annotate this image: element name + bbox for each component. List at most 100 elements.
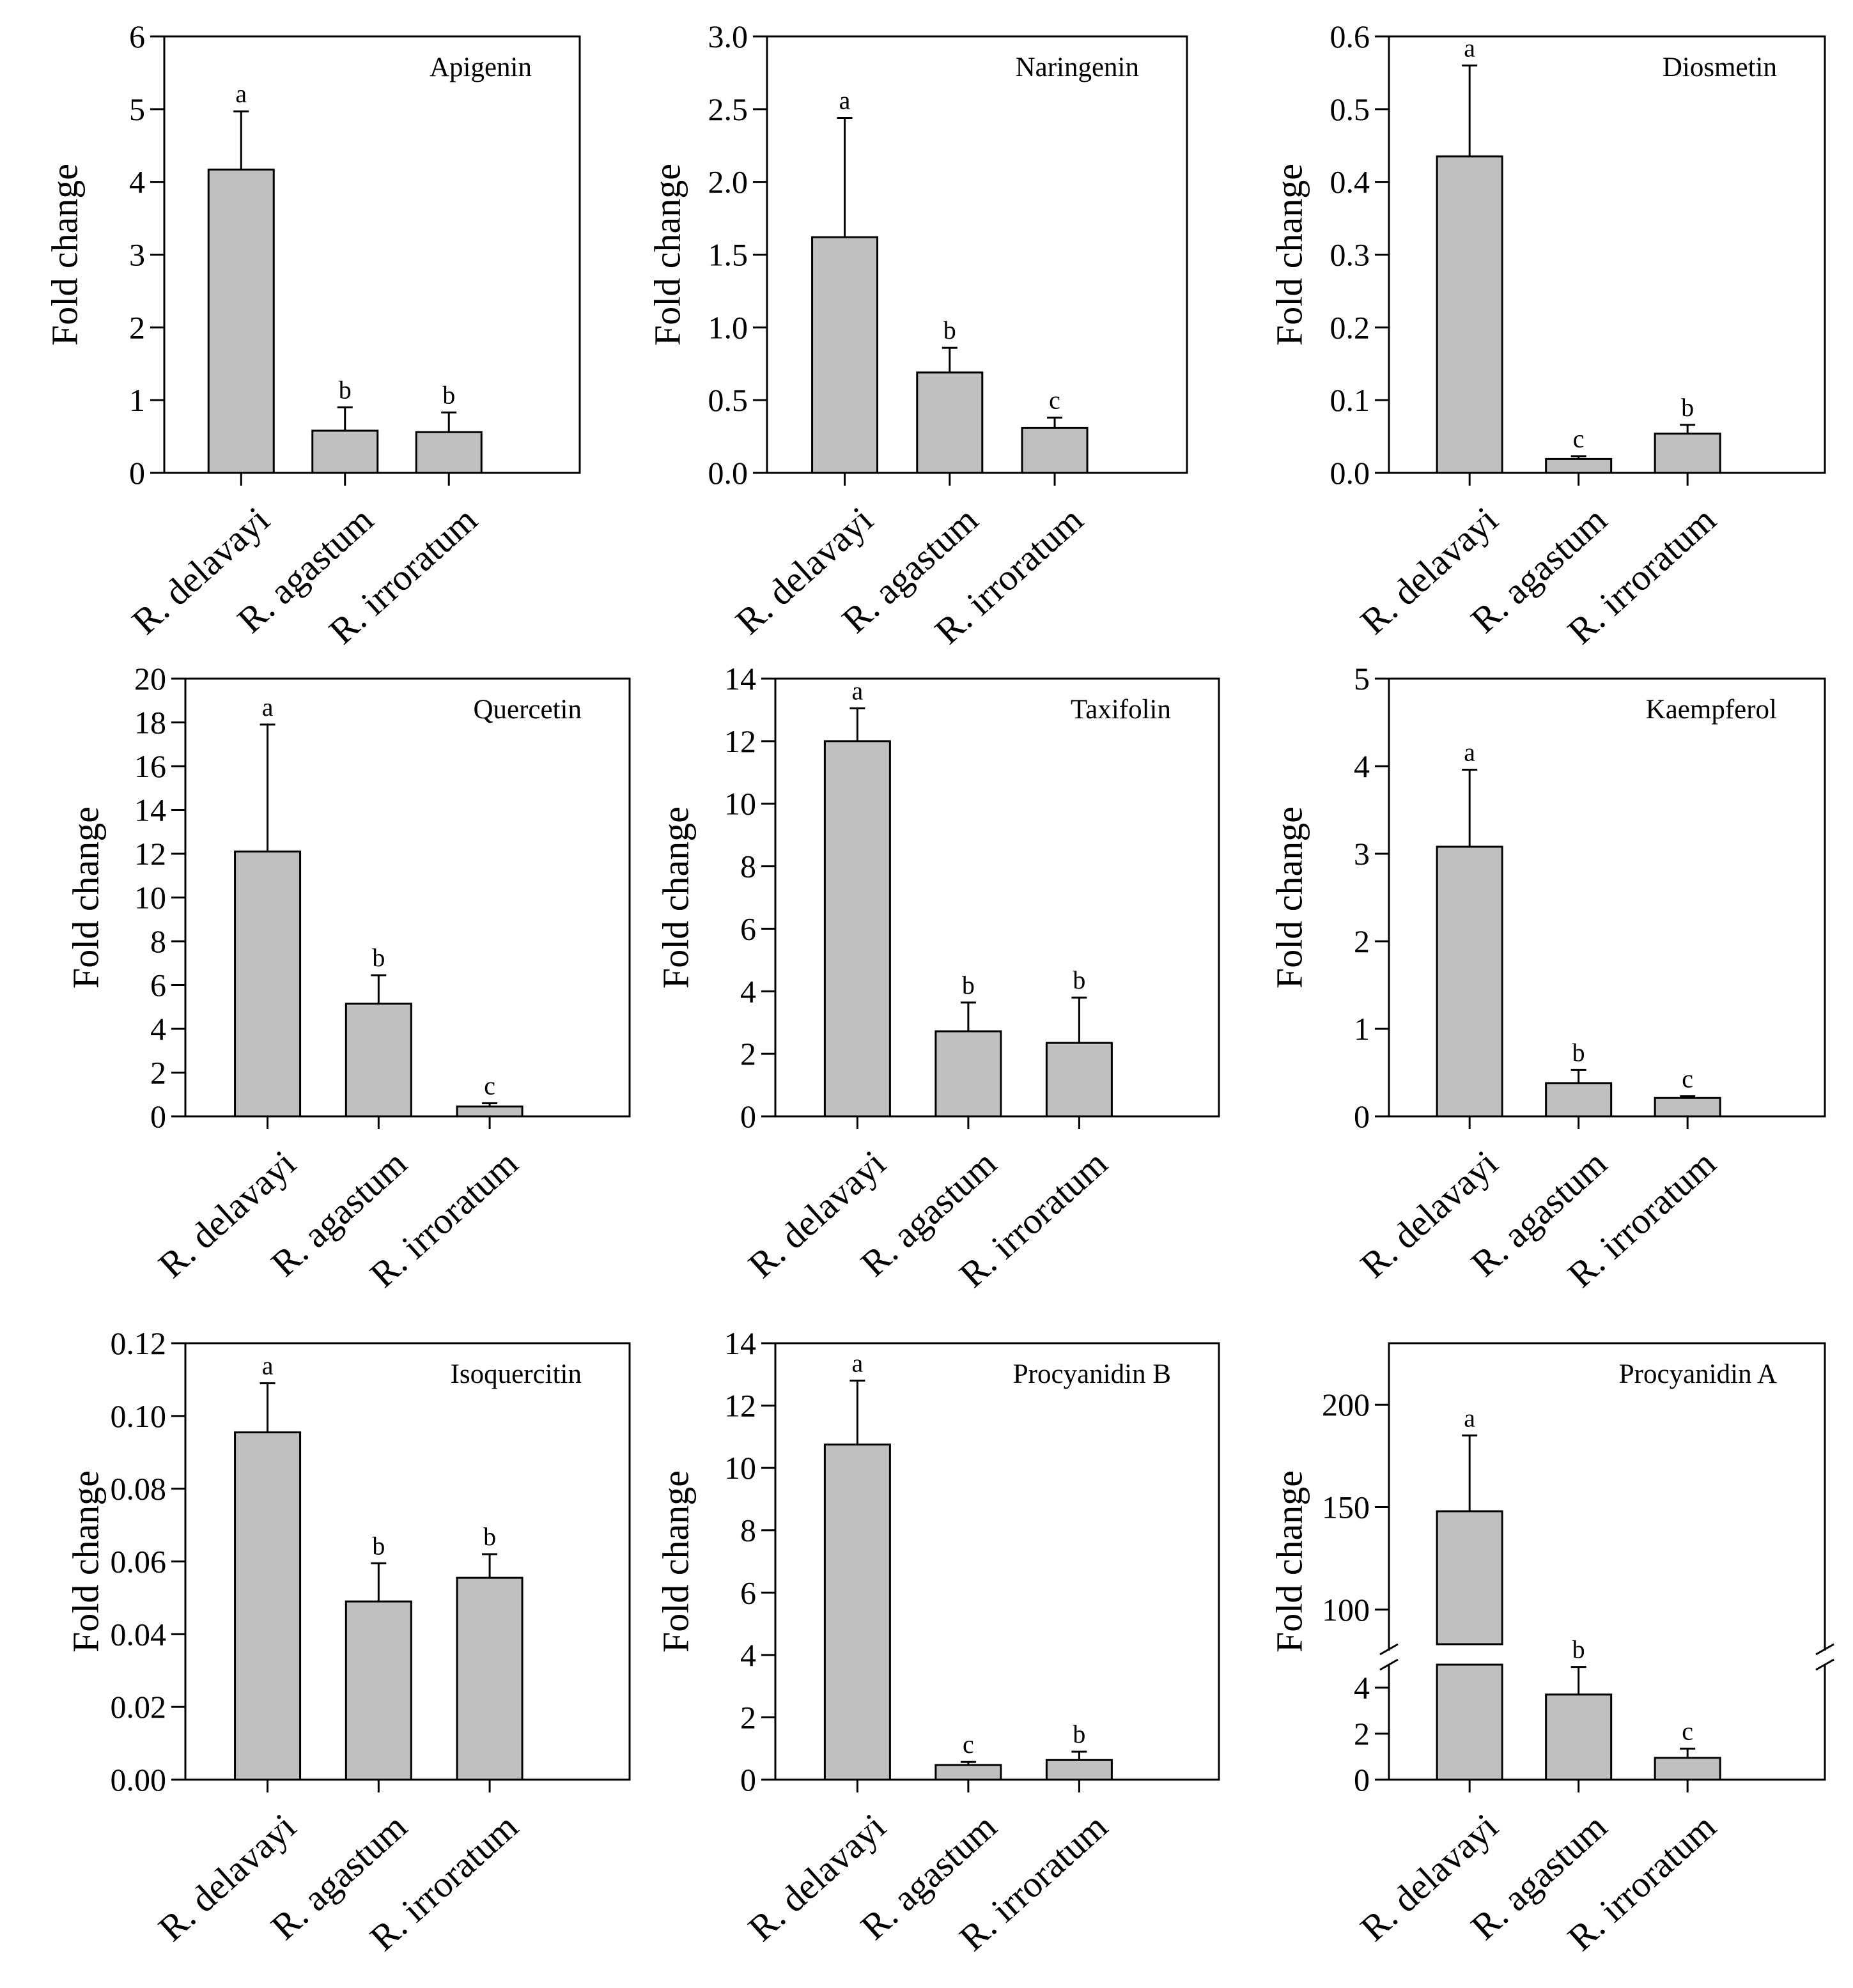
significance-letter-4-2: b: [1073, 966, 1085, 994]
significance-letter-6-2: b: [483, 1522, 496, 1551]
y-tick-label-1-4: 2.0: [708, 164, 748, 200]
y-axis-label-2: Fold change: [1268, 164, 1310, 346]
y-tick-label-2-5: 0.5: [1330, 91, 1370, 127]
y-axis-label-5: Fold change: [1268, 806, 1310, 989]
y-tick-label-4-6: 12: [724, 723, 756, 759]
y-tick-label-2-0: 0.0: [1330, 455, 1370, 491]
significance-letter-0-0: a: [235, 79, 247, 108]
y-tick-label-7-2: 4: [740, 1637, 756, 1673]
bar-1-2: [1021, 426, 1089, 474]
y-tick-label-0-6: 6: [129, 19, 145, 54]
bar-2-1: [1545, 458, 1613, 474]
y-tick-label-3-7: 14: [134, 792, 166, 828]
y-tick-label-4-1: 2: [740, 1036, 756, 1072]
y-tick-label-lower-8-1: 2: [1354, 1716, 1370, 1752]
panel-title-3: Quercetin: [473, 695, 582, 725]
y-tick-label-3-6: 12: [134, 836, 166, 872]
bar-2-2: [1654, 433, 1721, 474]
significance-letter-2-0: a: [1464, 34, 1475, 63]
y-tick-label-2-1: 0.1: [1330, 382, 1370, 418]
y-tick-label-7-1: 2: [740, 1699, 756, 1735]
bar-4-2: [1045, 1042, 1113, 1118]
significance-letter-4-1: b: [962, 971, 975, 999]
y-tick-label-upper-8-1: 150: [1322, 1490, 1370, 1525]
panel-title-6: Isoquercitin: [451, 1359, 582, 1389]
significance-letter-7-1: c: [963, 1730, 974, 1759]
y-tick-label-upper-8-0: 100: [1322, 1592, 1370, 1628]
y-tick-label-3-5: 10: [134, 880, 166, 916]
bar-0-0: [207, 168, 275, 474]
y-axis-label-0: Fold change: [43, 164, 85, 346]
y-tick-label-lower-8-0: 0: [1354, 1762, 1370, 1798]
y-tick-label-1-1: 0.5: [708, 382, 748, 418]
y-axis-label-6: Fold change: [65, 1470, 106, 1653]
y-tick-label-2-2: 0.2: [1330, 309, 1370, 345]
y-tick-label-7-4: 8: [740, 1513, 756, 1548]
y-tick-label-6-0: 0.00: [111, 1762, 167, 1798]
y-axis-label-7: Fold change: [655, 1470, 696, 1653]
y-tick-label-5-1: 1: [1354, 1011, 1370, 1047]
y-tick-label-1-3: 1.5: [708, 237, 748, 273]
panel-title-0: Apigenin: [430, 52, 532, 82]
y-tick-label-5-5: 5: [1354, 661, 1370, 697]
y-tick-label-3-3: 6: [150, 967, 166, 1003]
y-tick-label-3-8: 16: [134, 748, 166, 784]
axis-break-gap-right-8: [1822, 1651, 1827, 1665]
y-tick-label-4-3: 6: [740, 911, 756, 946]
significance-letter-1-2: c: [1049, 385, 1060, 414]
y-tick-label-6-1: 0.02: [111, 1689, 167, 1725]
bar-7-0: [823, 1444, 891, 1781]
axis-break-gap-left-8: [1386, 1651, 1392, 1665]
bar-0-1: [311, 429, 379, 474]
significance-letter-1-1: b: [943, 316, 956, 344]
bar-8-1: [1545, 1693, 1613, 1781]
y-tick-label-4-2: 4: [740, 973, 756, 1009]
bar-5-0: [1436, 845, 1503, 1118]
y-tick-label-5-0: 0: [1354, 1098, 1370, 1134]
axis-break-mark-left-upper-8: [1379, 1643, 1399, 1656]
bar-7-1: [934, 1764, 1002, 1781]
y-tick-label-3-1: 2: [150, 1055, 166, 1091]
y-tick-label-0-5: 5: [129, 91, 145, 127]
significance-letter-6-1: b: [372, 1531, 385, 1560]
y-axis-label-3: Fold change: [65, 806, 106, 989]
bar-6-0: [234, 1431, 302, 1781]
bar-2-0: [1436, 155, 1503, 474]
y-tick-label-6-4: 0.08: [111, 1471, 167, 1507]
y-tick-label-2-4: 0.4: [1330, 164, 1370, 200]
y-tick-label-3-10: 20: [134, 661, 166, 697]
significance-letter-2-1: c: [1573, 424, 1585, 453]
bar-3-1: [345, 1003, 412, 1118]
bar-0-2: [415, 431, 483, 474]
y-tick-label-1-6: 3.0: [708, 19, 748, 54]
y-tick-label-4-4: 8: [740, 849, 756, 884]
bar-1-1: [916, 371, 984, 474]
bar-5-2: [1654, 1097, 1721, 1118]
y-tick-label-1-2: 1.0: [708, 309, 748, 345]
bar-4-0: [823, 740, 891, 1118]
y-tick-label-6-3: 0.06: [111, 1544, 167, 1580]
bar-5-1: [1545, 1082, 1613, 1118]
y-tick-label-7-5: 10: [724, 1450, 756, 1486]
y-tick-label-2-3: 0.3: [1330, 237, 1370, 273]
y-tick-label-5-3: 3: [1354, 836, 1370, 872]
y-tick-label-0-1: 1: [129, 382, 145, 418]
bar-lower-8-0: [1436, 1663, 1503, 1781]
significance-letter-8-2: c: [1682, 1716, 1693, 1745]
bar-6-1: [345, 1600, 412, 1781]
y-tick-label-3-9: 18: [134, 705, 166, 741]
significance-letter-5-1: b: [1572, 1038, 1585, 1067]
significance-letter-2-2: b: [1681, 393, 1694, 422]
panel-title-4: Taxifolin: [1071, 695, 1171, 725]
axis-break-mark-left-lower-8: [1379, 1658, 1399, 1671]
significance-letter-3-0: a: [262, 693, 274, 721]
axis-break-mark-right-upper-8: [1815, 1643, 1834, 1656]
y-tick-label-7-0: 0: [740, 1762, 756, 1798]
y-tick-label-5-4: 4: [1354, 748, 1370, 784]
y-tick-label-7-7: 14: [724, 1325, 756, 1361]
y-tick-label-4-5: 10: [724, 786, 756, 822]
y-tick-label-6-5: 0.10: [111, 1398, 167, 1434]
bar-4-1: [934, 1030, 1002, 1118]
